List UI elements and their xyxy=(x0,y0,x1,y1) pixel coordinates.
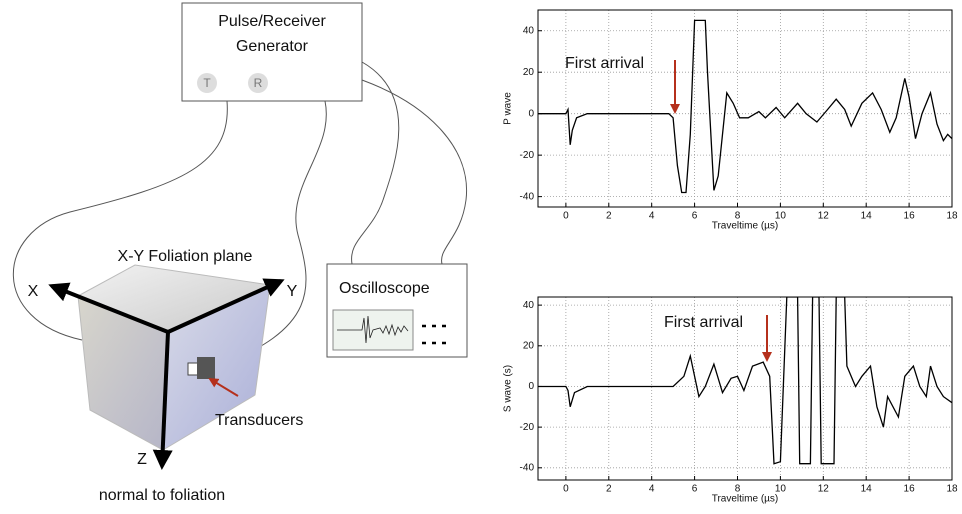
y-tick-label: 40 xyxy=(523,300,535,311)
wire xyxy=(12,100,228,341)
transducer xyxy=(187,362,199,376)
port xyxy=(248,73,268,93)
x-tick-label: 4 xyxy=(649,484,655,495)
transducer-label: Transducers xyxy=(215,412,303,429)
y-tick-label: -40 xyxy=(520,191,535,202)
transducer xyxy=(197,357,215,379)
y-tick-label: 20 xyxy=(523,67,535,78)
plane-label: X-Y Foliation plane xyxy=(118,248,253,265)
x-tick-label: 0 xyxy=(563,211,569,222)
x-tick-label: 10 xyxy=(775,211,787,222)
x-tick-label: 16 xyxy=(904,484,916,495)
x-tick-label: 12 xyxy=(818,484,830,495)
y-axis-label: S wave (s) xyxy=(503,365,514,412)
plot-frame xyxy=(537,9,953,208)
axis-label: Z xyxy=(137,451,147,468)
oscilloscope-label: Oscilloscope xyxy=(339,280,430,297)
x-axis-label: Traveltime (µs) xyxy=(712,221,779,232)
x-tick-label: 2 xyxy=(606,484,612,495)
y-tick-label: -40 xyxy=(520,462,535,473)
x-tick-label: 0 xyxy=(563,484,569,495)
port-label: T xyxy=(203,76,211,90)
axis-label: X xyxy=(28,283,39,300)
port-label: R xyxy=(254,76,263,90)
trace xyxy=(538,297,952,465)
plot xyxy=(538,297,952,465)
trace xyxy=(538,19,952,194)
y-tick-label: 0 xyxy=(528,108,534,119)
y-tick-label: 0 xyxy=(528,381,534,392)
x-tick-label: 14 xyxy=(861,484,873,495)
x-tick-label: 18 xyxy=(946,484,958,495)
y-tick-label: -20 xyxy=(520,150,535,161)
wire xyxy=(211,100,327,369)
x-tick-label: 10 xyxy=(775,484,787,495)
x-tick-label: 14 xyxy=(861,211,873,222)
axis-arrow xyxy=(152,331,173,470)
x-tick-label: 2 xyxy=(606,211,612,222)
generator-label: Pulse/Receiver xyxy=(218,13,326,30)
y-axis-label: P wave xyxy=(503,92,514,125)
x-tick-label: 6 xyxy=(692,211,698,222)
x-tick-label: 8 xyxy=(735,484,741,495)
y-tick-label: 40 xyxy=(523,25,535,36)
annotation: First arrival xyxy=(565,55,644,72)
x-axis-label: Traveltime (µs) xyxy=(712,494,779,505)
wire xyxy=(361,79,468,265)
y-tick-label: -20 xyxy=(520,422,535,433)
pointer-arrow xyxy=(208,377,239,397)
x-tick-label: 16 xyxy=(904,211,916,222)
generator-label: Generator xyxy=(236,38,309,55)
screen-wave xyxy=(337,315,409,344)
dots xyxy=(422,324,446,345)
x-tick-label: 8 xyxy=(735,211,741,222)
axis-arrow xyxy=(48,282,169,334)
x-tick-label: 12 xyxy=(818,211,830,222)
axis-label: Y xyxy=(287,283,298,300)
wire xyxy=(351,61,400,265)
port xyxy=(197,73,217,93)
axis-arrow xyxy=(167,278,285,334)
plot-frame xyxy=(537,296,953,481)
y-tick-label: 20 xyxy=(523,340,535,351)
x-tick-label: 18 xyxy=(946,211,958,222)
z-note: normal to foliation xyxy=(99,487,225,504)
annotation: First arrival xyxy=(664,314,743,331)
x-tick-label: 6 xyxy=(692,484,698,495)
plot xyxy=(538,19,952,194)
x-tick-label: 4 xyxy=(649,211,655,222)
